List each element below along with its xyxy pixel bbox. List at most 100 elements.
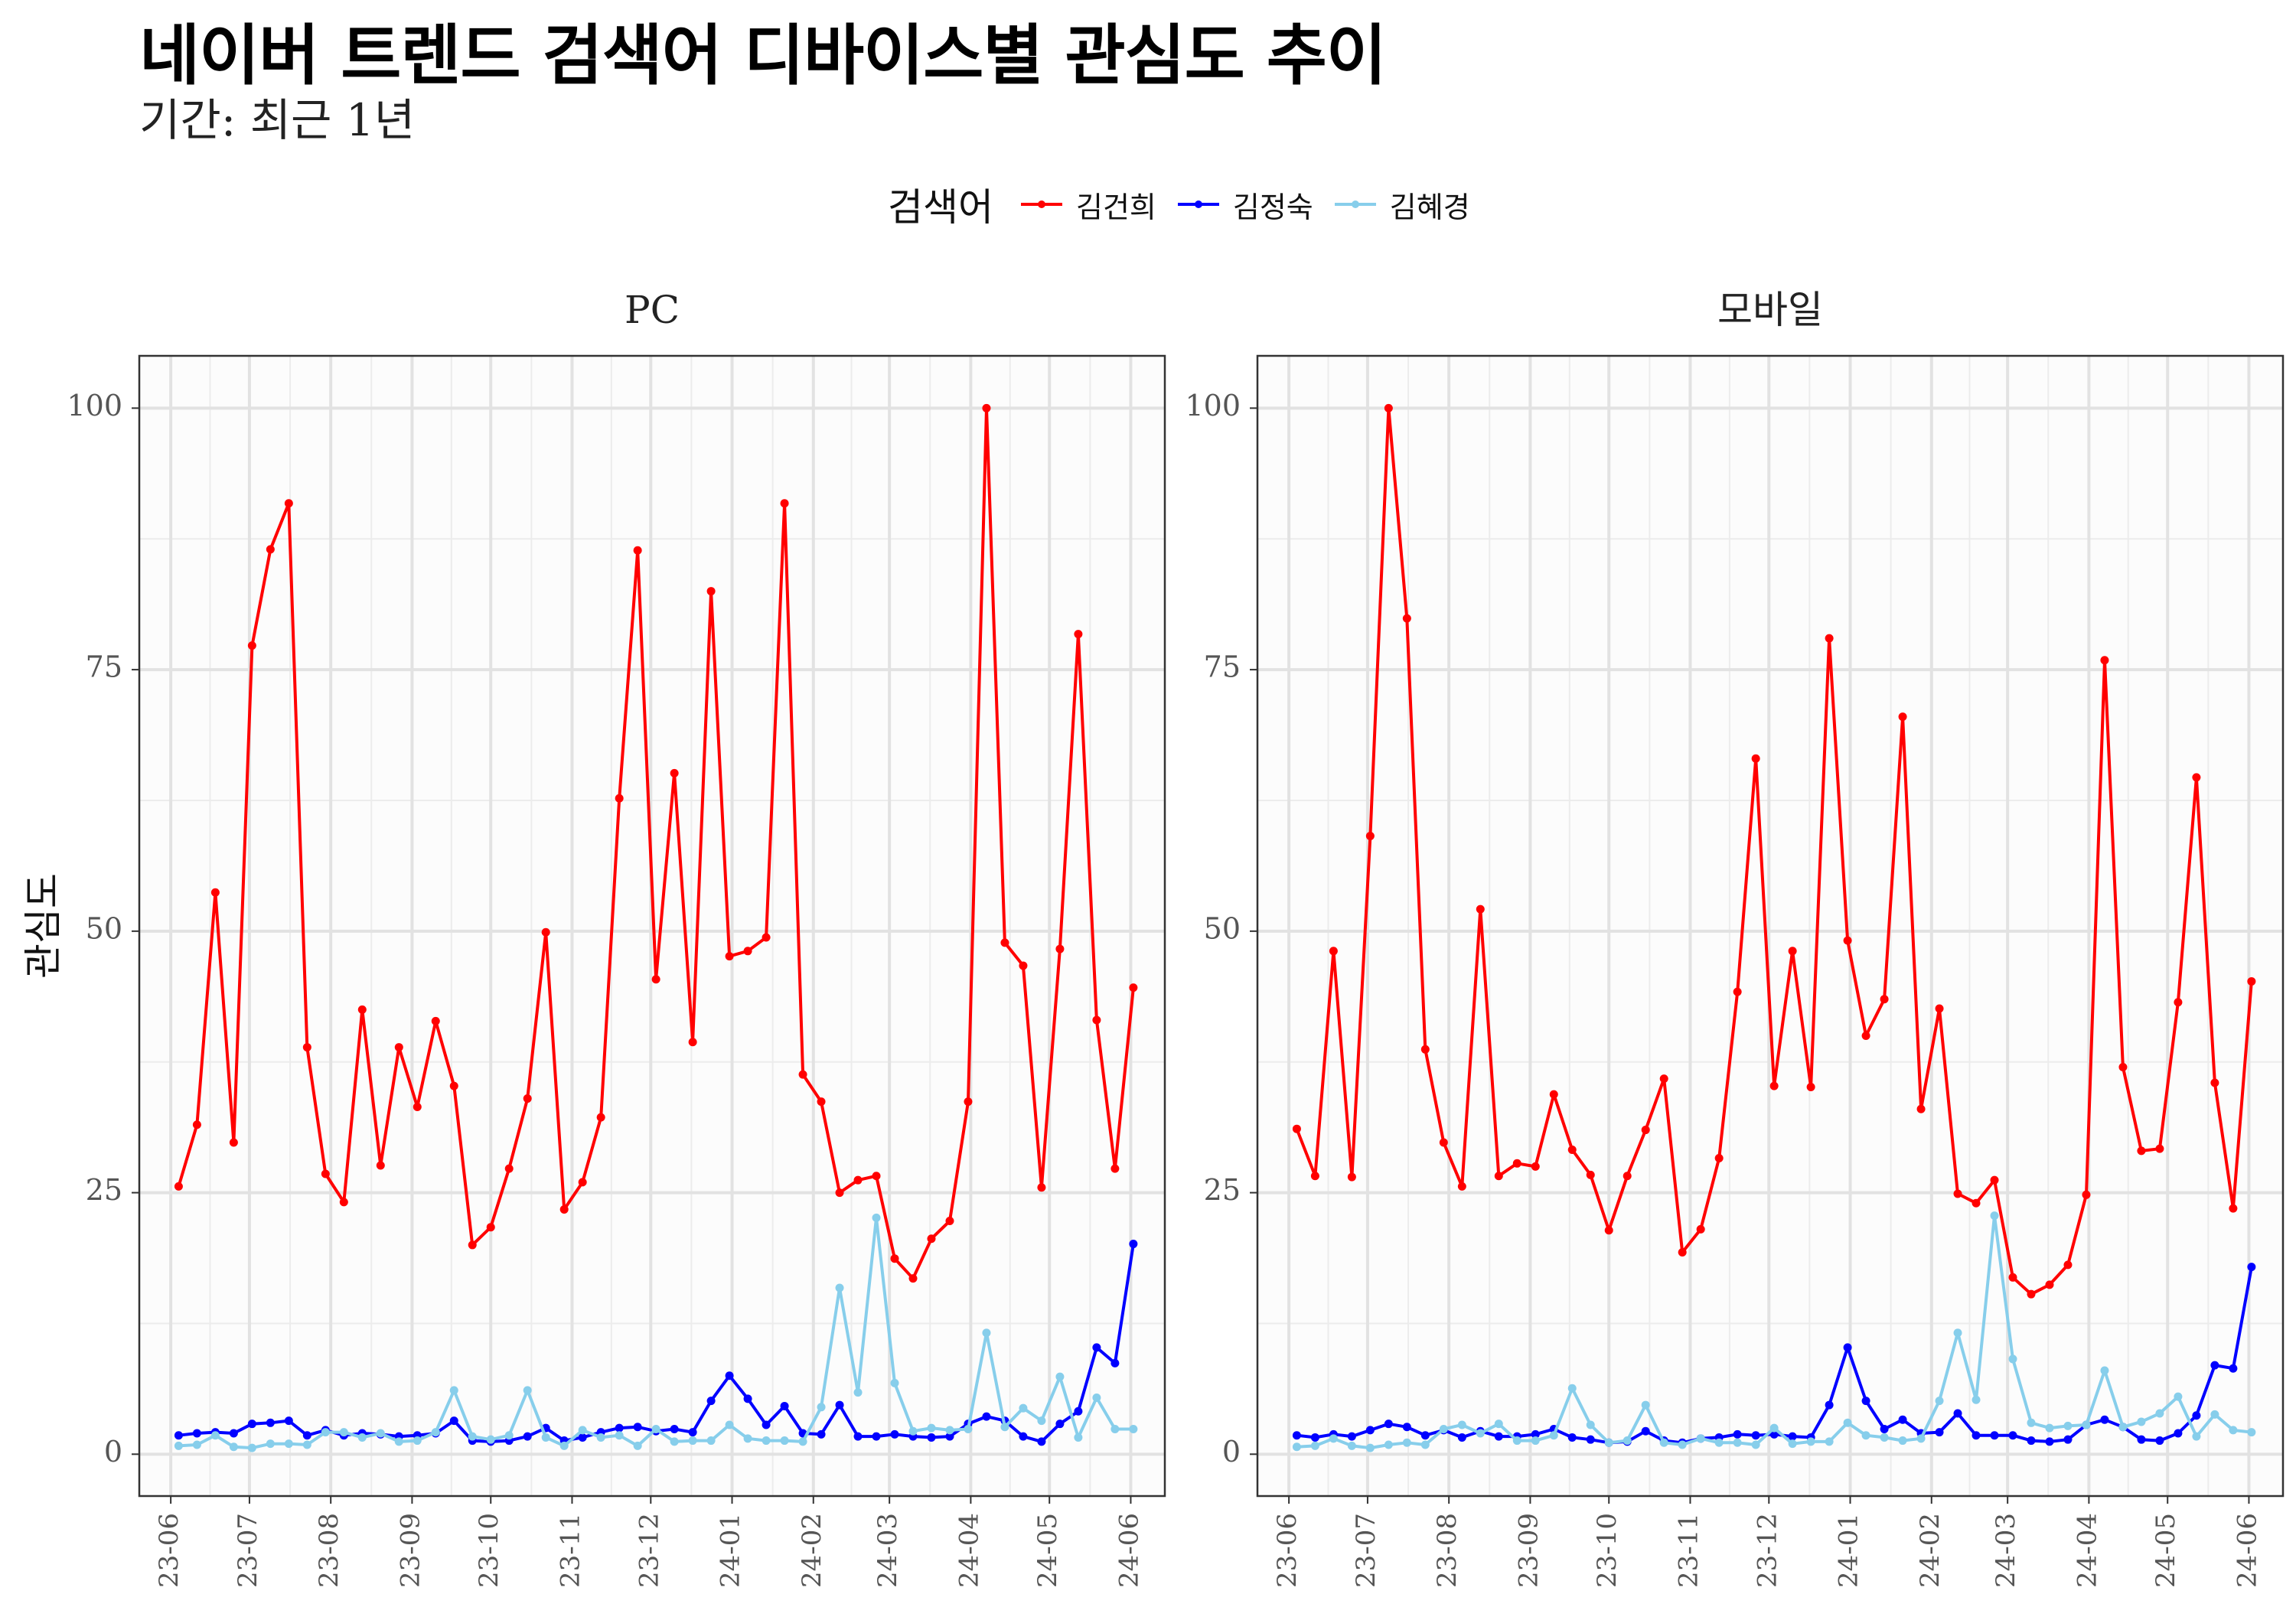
data-point-kim-geonhee (706, 587, 716, 596)
x-tick-label: 23-10 (474, 1513, 504, 1588)
data-point-kim-geonhee (1916, 1104, 1926, 1113)
legend-item-kim-hyegyeong[interactable]: 김혜경 (1333, 184, 1470, 226)
data-point-kim-hyegyeong (1825, 1437, 1834, 1446)
data-point-kim-hyegyeong (817, 1403, 826, 1412)
data-point-kim-jeongsuk (192, 1429, 201, 1438)
data-point-kim-geonhee (1476, 905, 1485, 914)
data-point-kim-hyegyeong (2008, 1354, 2017, 1364)
data-point-kim-jeongsuk (174, 1431, 183, 1440)
data-point-kim-geonhee (376, 1161, 385, 1170)
data-point-kim-hyegyeong (1990, 1211, 1999, 1221)
data-point-kim-hyegyeong (284, 1439, 293, 1449)
data-point-kim-jeongsuk (1292, 1431, 1301, 1440)
data-point-kim-hyegyeong (1000, 1423, 1009, 1432)
y-tick-label: 0 (104, 1435, 122, 1468)
data-point-kim-hyegyeong (1714, 1438, 1724, 1447)
x-tick-label: 23-08 (314, 1513, 344, 1588)
data-point-kim-geonhee (449, 1081, 458, 1090)
data-point-kim-hyegyeong (890, 1378, 899, 1387)
data-point-kim-hyegyeong (504, 1431, 514, 1440)
data-point-kim-geonhee (1347, 1172, 1356, 1182)
data-point-kim-hyegyeong (1623, 1436, 1632, 1446)
data-point-kim-jeongsuk (578, 1433, 587, 1442)
data-point-kim-hyegyeong (1476, 1429, 1485, 1438)
x-tick-label: 24-05 (1032, 1513, 1063, 1588)
data-point-kim-geonhee (431, 1016, 440, 1025)
data-point-kim-jeongsuk (1092, 1343, 1101, 1352)
data-point-kim-jeongsuk (872, 1432, 881, 1441)
data-point-kim-hyegyeong (688, 1436, 697, 1446)
data-point-kim-jeongsuk (1935, 1428, 1944, 1437)
x-tick-label: 24-01 (1834, 1513, 1864, 1588)
data-point-kim-geonhee (1549, 1090, 1558, 1099)
data-point-kim-geonhee (688, 1038, 697, 1047)
data-point-kim-hyegyeong (2174, 1392, 2183, 1401)
data-point-kim-geonhee (2155, 1144, 2164, 1153)
legend-item-kim-geonhee[interactable]: 김건희 (1019, 184, 1156, 226)
data-point-kim-hyegyeong (1129, 1425, 1138, 1434)
x-tick-label: 23-06 (1272, 1513, 1303, 1588)
data-point-kim-jeongsuk (2045, 1437, 2054, 1446)
data-point-kim-hyegyeong (1733, 1438, 1742, 1447)
data-point-kim-hyegyeong (541, 1433, 550, 1442)
x-tick-label: 23-10 (1592, 1513, 1623, 1588)
y-tick-label: 25 (86, 1173, 122, 1207)
data-point-kim-geonhee (1990, 1175, 1999, 1185)
data-point-kim-hyegyeong (2137, 1417, 2146, 1426)
data-point-kim-hyegyeong (449, 1386, 458, 1395)
data-point-kim-geonhee (2137, 1146, 2146, 1156)
data-point-kim-hyegyeong (376, 1429, 385, 1438)
data-point-kim-jeongsuk (2174, 1429, 2183, 1438)
data-point-kim-hyegyeong (706, 1436, 716, 1446)
data-point-kim-hyegyeong (174, 1441, 183, 1450)
data-point-kim-geonhee (174, 1182, 183, 1191)
chart-title: 네이버 트렌드 검색어 디바이스별 관심도 추이 (139, 18, 1387, 94)
data-point-kim-geonhee (596, 1113, 605, 1122)
data-point-kim-geonhee (1604, 1226, 1613, 1235)
panel-border (1256, 354, 2285, 1498)
data-point-kim-hyegyeong (192, 1440, 201, 1449)
data-point-kim-hyegyeong (1347, 1441, 1356, 1450)
data-point-kim-hyegyeong (945, 1426, 954, 1435)
y-tick-label: 0 (1222, 1435, 1241, 1468)
data-point-kim-jeongsuk (743, 1394, 752, 1403)
data-point-kim-hyegyeong (1110, 1425, 1120, 1434)
data-point-kim-hyegyeong (670, 1437, 679, 1446)
legend-item-kim-jeongsuk[interactable]: 김정숙 (1176, 184, 1313, 226)
data-point-kim-jeongsuk (1843, 1343, 1852, 1352)
data-point-kim-jeongsuk (1990, 1431, 1999, 1440)
data-point-kim-jeongsuk (1971, 1431, 1981, 1440)
data-point-kim-jeongsuk (1861, 1397, 1870, 1406)
data-point-kim-geonhee (541, 927, 550, 937)
facet-strip-label: PC (625, 288, 680, 332)
data-point-kim-geonhee (1000, 938, 1009, 947)
data-point-kim-jeongsuk (2192, 1411, 2201, 1420)
data-point-kim-geonhee (486, 1223, 495, 1232)
x-tick-label: 24-04 (954, 1513, 984, 1588)
data-point-kim-geonhee (1806, 1083, 1815, 1092)
data-point-kim-jeongsuk (1531, 1429, 1540, 1439)
data-point-kim-geonhee (339, 1198, 348, 1207)
data-point-kim-hyegyeong (798, 1437, 807, 1446)
data-point-kim-hyegyeong (2192, 1432, 2201, 1441)
data-point-kim-jeongsuk (780, 1401, 789, 1410)
data-point-kim-geonhee (1843, 936, 1852, 945)
data-point-kim-jeongsuk (1457, 1433, 1466, 1442)
data-point-kim-geonhee (2247, 976, 2256, 986)
data-point-kim-geonhee (762, 933, 771, 942)
data-point-kim-jeongsuk (1494, 1432, 1503, 1441)
data-point-kim-jeongsuk (523, 1432, 532, 1441)
data-point-kim-geonhee (1074, 630, 1083, 639)
data-point-kim-jeongsuk (2027, 1436, 2036, 1446)
data-point-kim-hyegyeong (1457, 1420, 1466, 1429)
data-point-kim-geonhee (1714, 1153, 1724, 1162)
x-tick-label: 24-01 (716, 1513, 746, 1588)
data-point-kim-geonhee (1457, 1182, 1466, 1191)
data-point-kim-geonhee (1384, 403, 1393, 412)
data-point-kim-hyegyeong (1880, 1433, 1889, 1442)
data-point-kim-hyegyeong (1696, 1434, 1705, 1443)
data-point-kim-hyegyeong (1384, 1440, 1393, 1449)
data-point-kim-jeongsuk (688, 1428, 697, 1437)
data-point-kim-hyegyeong (1037, 1416, 1046, 1426)
data-point-kim-jeongsuk (229, 1429, 238, 1438)
